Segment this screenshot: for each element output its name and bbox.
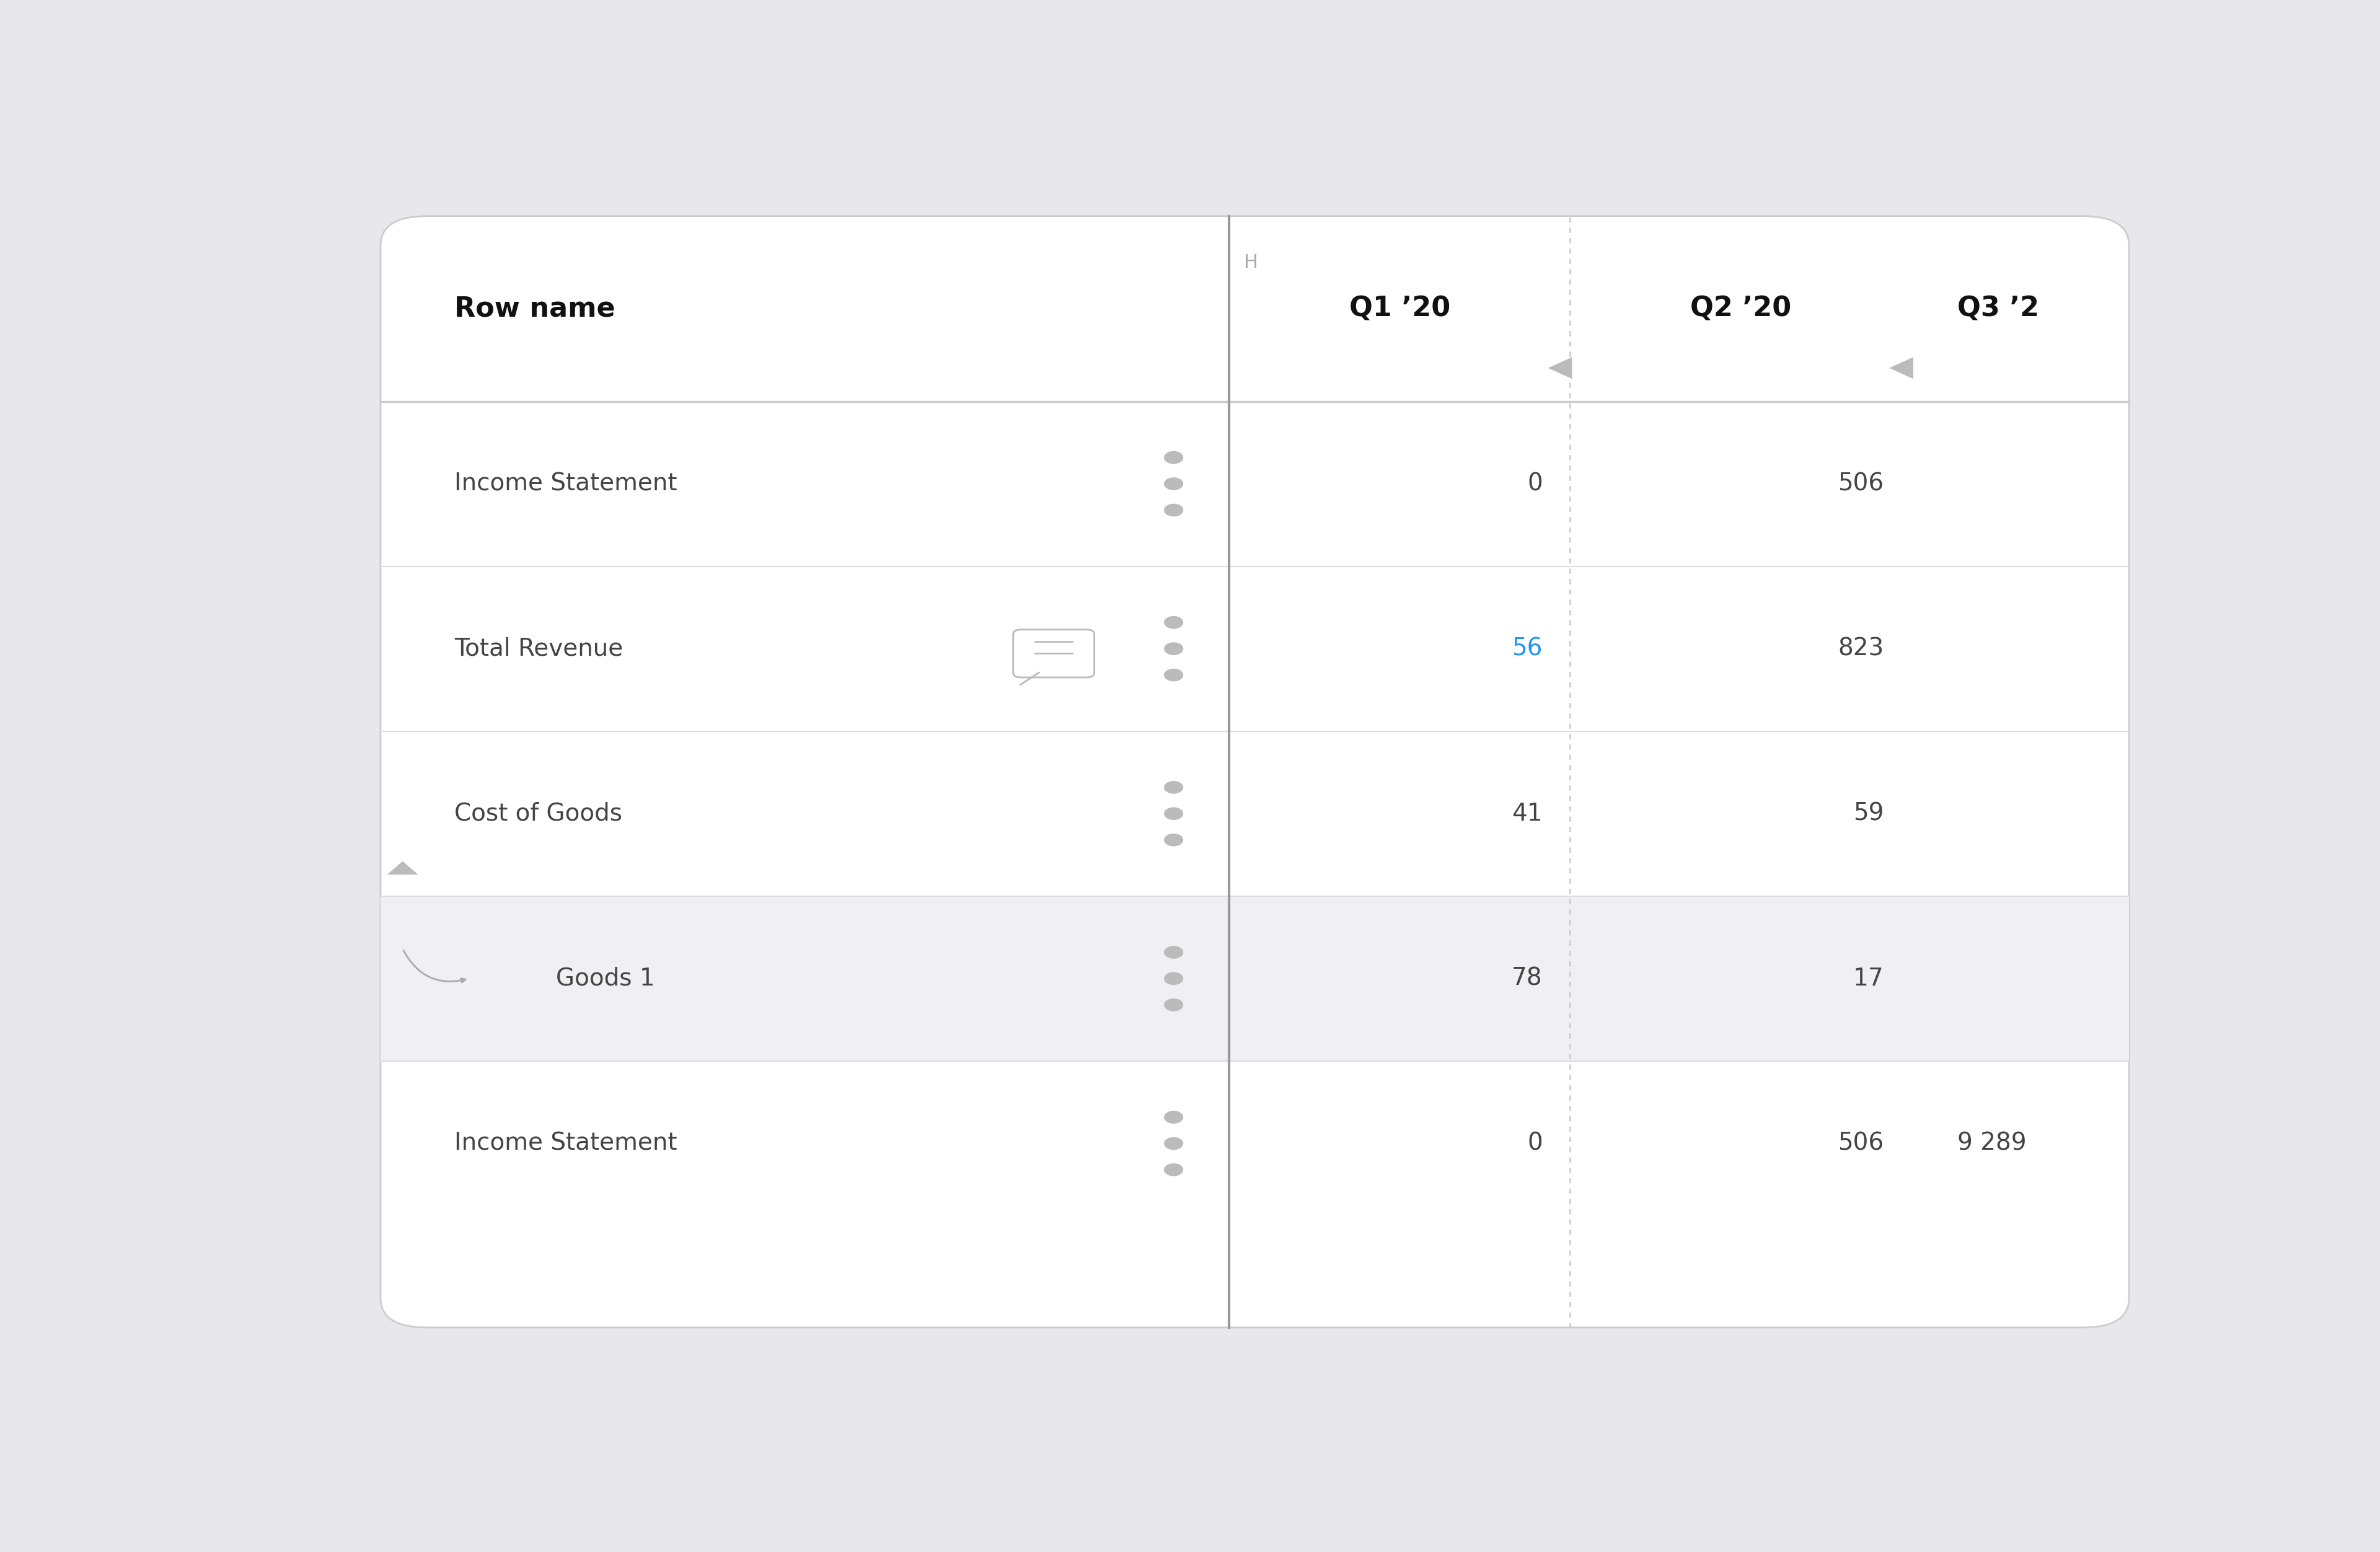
Circle shape — [1164, 643, 1183, 655]
Circle shape — [1164, 833, 1183, 846]
Text: 78: 78 — [1511, 967, 1542, 990]
Text: 506: 506 — [1837, 472, 1885, 495]
Circle shape — [1164, 504, 1183, 517]
Text: 17: 17 — [1854, 967, 1885, 990]
Circle shape — [1164, 1138, 1183, 1150]
Text: Total Revenue: Total Revenue — [455, 636, 624, 661]
Text: Income Statement: Income Statement — [455, 1131, 676, 1155]
Circle shape — [1164, 807, 1183, 819]
Circle shape — [1164, 616, 1183, 629]
Circle shape — [1164, 1164, 1183, 1176]
Text: Q3 ’2: Q3 ’2 — [1956, 295, 2040, 323]
Circle shape — [1164, 999, 1183, 1010]
Text: 41: 41 — [1511, 802, 1542, 826]
Polygon shape — [1890, 357, 1914, 379]
Circle shape — [1164, 781, 1183, 793]
Text: Q2 ’20: Q2 ’20 — [1690, 295, 1792, 323]
Circle shape — [1164, 452, 1183, 464]
Text: H: H — [1245, 253, 1259, 272]
Text: Income Statement: Income Statement — [455, 472, 676, 495]
Text: Goods 1: Goods 1 — [555, 967, 654, 990]
Text: 823: 823 — [1837, 636, 1885, 661]
Circle shape — [1164, 669, 1183, 681]
Text: 59: 59 — [1854, 802, 1885, 826]
Polygon shape — [388, 861, 419, 875]
Text: 56: 56 — [1511, 636, 1542, 661]
Text: Cost of Goods: Cost of Goods — [455, 802, 621, 826]
Circle shape — [1164, 478, 1183, 490]
Text: Q1 ’20: Q1 ’20 — [1349, 295, 1449, 323]
Text: Row name: Row name — [455, 295, 614, 323]
Polygon shape — [1547, 357, 1573, 379]
Bar — [381, 896, 2130, 1062]
FancyBboxPatch shape — [381, 216, 2130, 1327]
Circle shape — [1164, 1111, 1183, 1124]
Circle shape — [1164, 973, 1183, 984]
Text: 0: 0 — [1528, 472, 1542, 495]
Text: 9 289: 9 289 — [1956, 1131, 2028, 1155]
Circle shape — [1164, 947, 1183, 958]
Text: 0: 0 — [1528, 1131, 1542, 1155]
Text: 506: 506 — [1837, 1131, 1885, 1155]
